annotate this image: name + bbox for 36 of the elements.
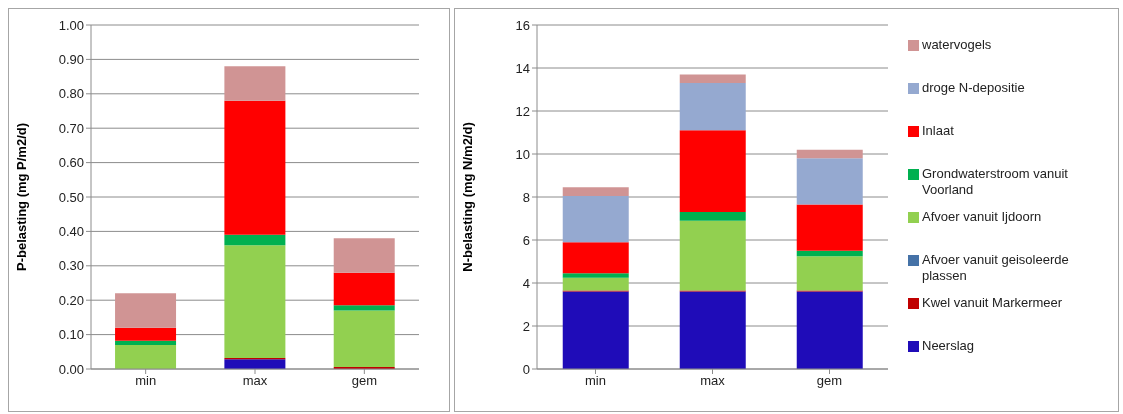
y-tick-label: 0.00 [58,361,84,377]
y-tick-label: 14 [515,60,530,76]
y-tick-label: 0.90 [58,52,84,68]
legend-label: Kwel vanuit Markermeer [922,295,1063,311]
y-tick-label: 0.30 [58,258,84,274]
x-tick-label: max [700,373,726,389]
y-tick-label: 6 [522,232,530,248]
legend-label: Neerslag [922,338,975,354]
x-tick-label: gem [816,373,843,389]
x-tick-label: min [135,373,157,389]
legend-label: droge N-depositie [922,80,1025,96]
x-tick-label: gem [351,373,377,389]
y-tick-label: 10 [515,146,530,162]
legend-label: Afvoer vanuit geisoleerde plassen [922,252,1070,284]
y-tick-label: 0.40 [58,224,84,240]
y-tick-label: 0.60 [58,155,84,171]
legend-label: Inlaat [922,123,954,139]
y-tick-label: 8 [522,189,530,205]
y-axis-title: P-belasting (mg P/m2/d) [13,122,29,272]
x-tick-label: min [585,373,606,389]
y-axis-title: N-belasting (mg N/m2/d) [459,122,475,272]
y-tick-label: 0.50 [58,189,84,205]
legend-label: Afvoer vanuit Ijdoorn [922,209,1042,225]
y-tick-label: 12 [515,103,530,119]
y-tick-label: 0.70 [58,120,84,136]
y-tick-label: 4 [522,275,530,291]
y-tick-label: 1.00 [58,17,84,33]
y-tick-label: 0 [522,361,530,377]
y-tick-label: 0.10 [58,327,84,343]
y-tick-label: 0.80 [58,86,84,102]
y-tick-label: 0.20 [58,292,84,308]
legend-label: watervogels [922,37,992,53]
legend-label: Grondwaterstroom vanuit Voorland [922,166,1069,198]
y-tick-label: 2 [522,318,530,334]
x-tick-label: max [242,373,268,389]
y-tick-label: 16 [515,17,530,33]
